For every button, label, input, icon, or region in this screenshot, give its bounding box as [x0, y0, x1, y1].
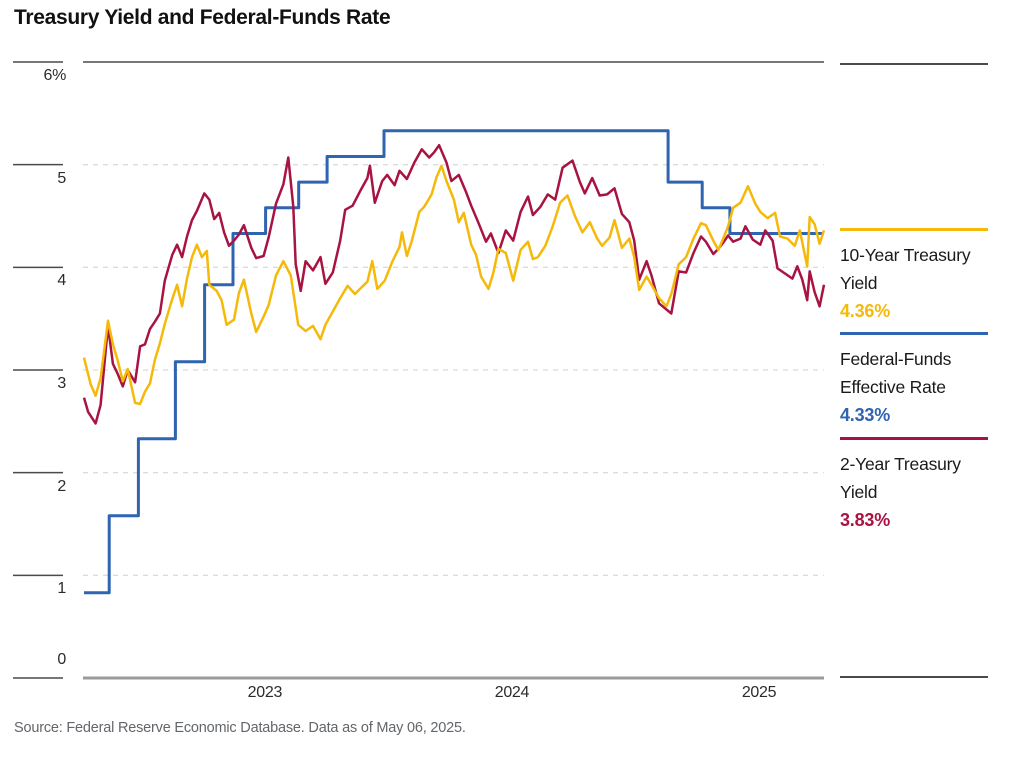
legend-value-10y: 4.36%: [840, 301, 891, 321]
y-axis-label: 5: [57, 169, 66, 187]
federal-funds-effective-rate-line: [84, 129, 824, 595]
legend-entry-2y: 2-Year Treasury Yield 3.83%: [840, 437, 988, 534]
legend-label-2y: 2-Year Treasury Yield: [840, 454, 961, 502]
y-axis-label: 3: [57, 375, 66, 392]
x-axis-label: 2023: [247, 684, 283, 701]
2-year-treasury-yield-line: [82, 143, 826, 425]
legend-label-10y: 10-Year Treasury Yield: [840, 245, 971, 293]
y-axis-label: 2: [57, 477, 66, 495]
legend-top-rule: [840, 63, 988, 65]
legend-swatch-10y: [840, 228, 988, 231]
legend-value-ffr: 4.33%: [840, 405, 891, 425]
chart-title: Treasury Yield and Federal-Funds Rate: [14, 6, 391, 29]
legend-swatch-2y: [840, 437, 988, 440]
x-axis-label: 2024: [494, 684, 530, 701]
y-axis-label: 6%: [43, 67, 66, 84]
y-axis-label: 1: [57, 580, 66, 598]
legend-entry-10y: 10-Year Treasury Yield 4.36%: [840, 228, 988, 325]
legend-swatch-ffr: [840, 332, 988, 335]
source-note: Source: Federal Reserve Economic Databas…: [14, 720, 466, 736]
10-year-treasury-yield-line: [82, 164, 826, 406]
y-axis-label: 0: [57, 651, 66, 668]
legend-bottom-rule: [840, 676, 988, 678]
legend-value-2y: 3.83%: [840, 510, 891, 530]
legend-label-ffr: Federal-Funds Effective Rate: [840, 349, 952, 397]
legend-entry-ffr: Federal-Funds Effective Rate 4.33%: [840, 332, 988, 429]
y-axis-label: 4: [57, 272, 66, 290]
x-axis-label: 2025: [741, 684, 777, 701]
legend: 10-Year Treasury Yield 4.36% Federal-Fun…: [840, 0, 988, 757]
